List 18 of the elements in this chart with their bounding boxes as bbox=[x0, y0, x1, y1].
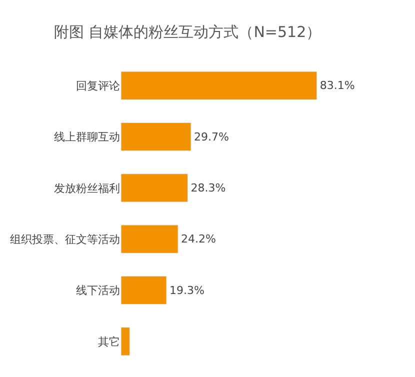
chart-title: 附图 自媒体的粉丝互动方式（N=512） bbox=[54, 22, 322, 41]
y-tick-label: 发放粉丝福利 bbox=[54, 182, 120, 195]
bar bbox=[121, 224, 178, 254]
data-label: 28.3% bbox=[190, 181, 226, 194]
data-label: 29.7% bbox=[194, 130, 229, 144]
bar bbox=[121, 276, 167, 305]
bar bbox=[121, 71, 318, 100]
data-label: 24.2% bbox=[181, 232, 216, 246]
y-tick-label: 线上群聊互动 bbox=[54, 130, 120, 144]
bar bbox=[121, 327, 130, 356]
bar bbox=[121, 122, 192, 152]
data-label: 83.1% bbox=[320, 79, 355, 92]
y-tick-label: 回复评论 bbox=[76, 79, 120, 92]
y-tick-label: 组织投票、征文等活动 bbox=[10, 232, 120, 246]
y-tick-label: 其它 bbox=[98, 335, 120, 348]
bar bbox=[121, 174, 188, 202]
y-tick-label: 线下活动 bbox=[76, 284, 120, 298]
data-label: 19.3% bbox=[169, 284, 204, 297]
